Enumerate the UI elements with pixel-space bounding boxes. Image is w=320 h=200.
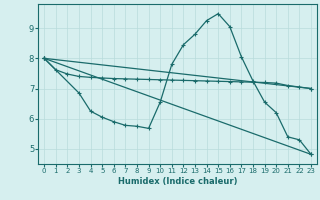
- X-axis label: Humidex (Indice chaleur): Humidex (Indice chaleur): [118, 177, 237, 186]
